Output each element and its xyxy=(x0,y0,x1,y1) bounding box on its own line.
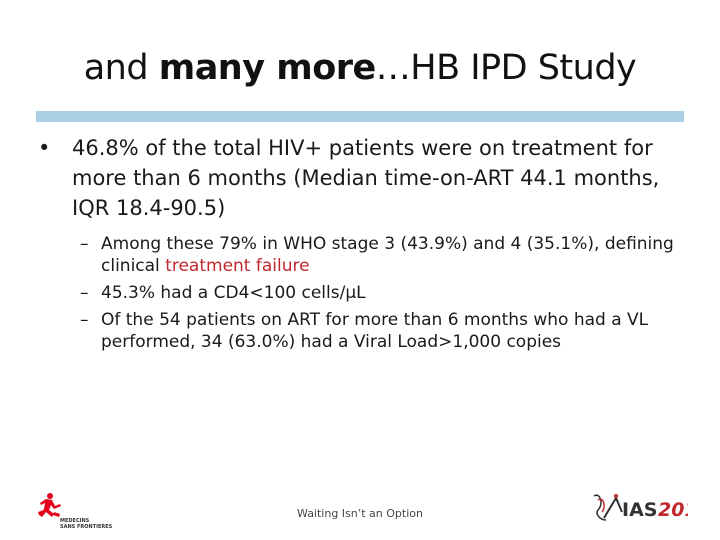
subbullet-item: – Of the 54 patients on ART for more tha… xyxy=(36,309,684,353)
ias-year: 2017 xyxy=(658,499,688,521)
subbullet-text: Of the 54 patients on ART for more than … xyxy=(101,310,649,352)
subbullet-item: – Among these 79% in WHO stage 3 (43.9%)… xyxy=(36,233,684,277)
bullet-marker: • xyxy=(38,136,51,160)
ias-ribbon-icon xyxy=(593,494,623,521)
bullet-text: 46.8% of the total HIV+ patients were on… xyxy=(72,136,660,220)
msf-runner-icon xyxy=(38,493,61,517)
footer-tagline: Waiting Isn’t an Option xyxy=(297,507,423,520)
treatment-failure-highlight: treatment failure xyxy=(165,256,310,276)
title-bold: many more xyxy=(158,48,377,88)
subbullet-item: – 45.3% had a CD4<100 cells/µL xyxy=(36,282,684,304)
msf-logo: MEDECINS SANS FRONTIERES xyxy=(38,493,113,530)
ias-text: IAS xyxy=(622,499,657,521)
subbullet-marker: – xyxy=(80,310,89,330)
subbullet-marker: – xyxy=(80,234,89,254)
msf-line2: SANS FRONTIERES xyxy=(60,524,113,530)
subbullet-marker: – xyxy=(80,283,89,303)
slide-title: and many more…HB IPD Study xyxy=(0,44,720,92)
slide-body: • 46.8% of the total HIV+ patients were … xyxy=(36,133,684,358)
bullet-item: • 46.8% of the total HIV+ patients were … xyxy=(36,133,684,223)
ias-2017-logo: IAS 2017 xyxy=(593,494,688,521)
subbullet-text: 45.3% had a CD4<100 cells/µL xyxy=(101,283,366,303)
subbullet-text: Among these 79% in WHO stage 3 (43.9%) a… xyxy=(101,234,674,276)
msf-line1: MEDECINS xyxy=(60,518,90,524)
title-prefix: and xyxy=(83,48,159,88)
title-divider xyxy=(36,111,684,122)
title-suffix: …HB IPD Study xyxy=(375,48,637,88)
